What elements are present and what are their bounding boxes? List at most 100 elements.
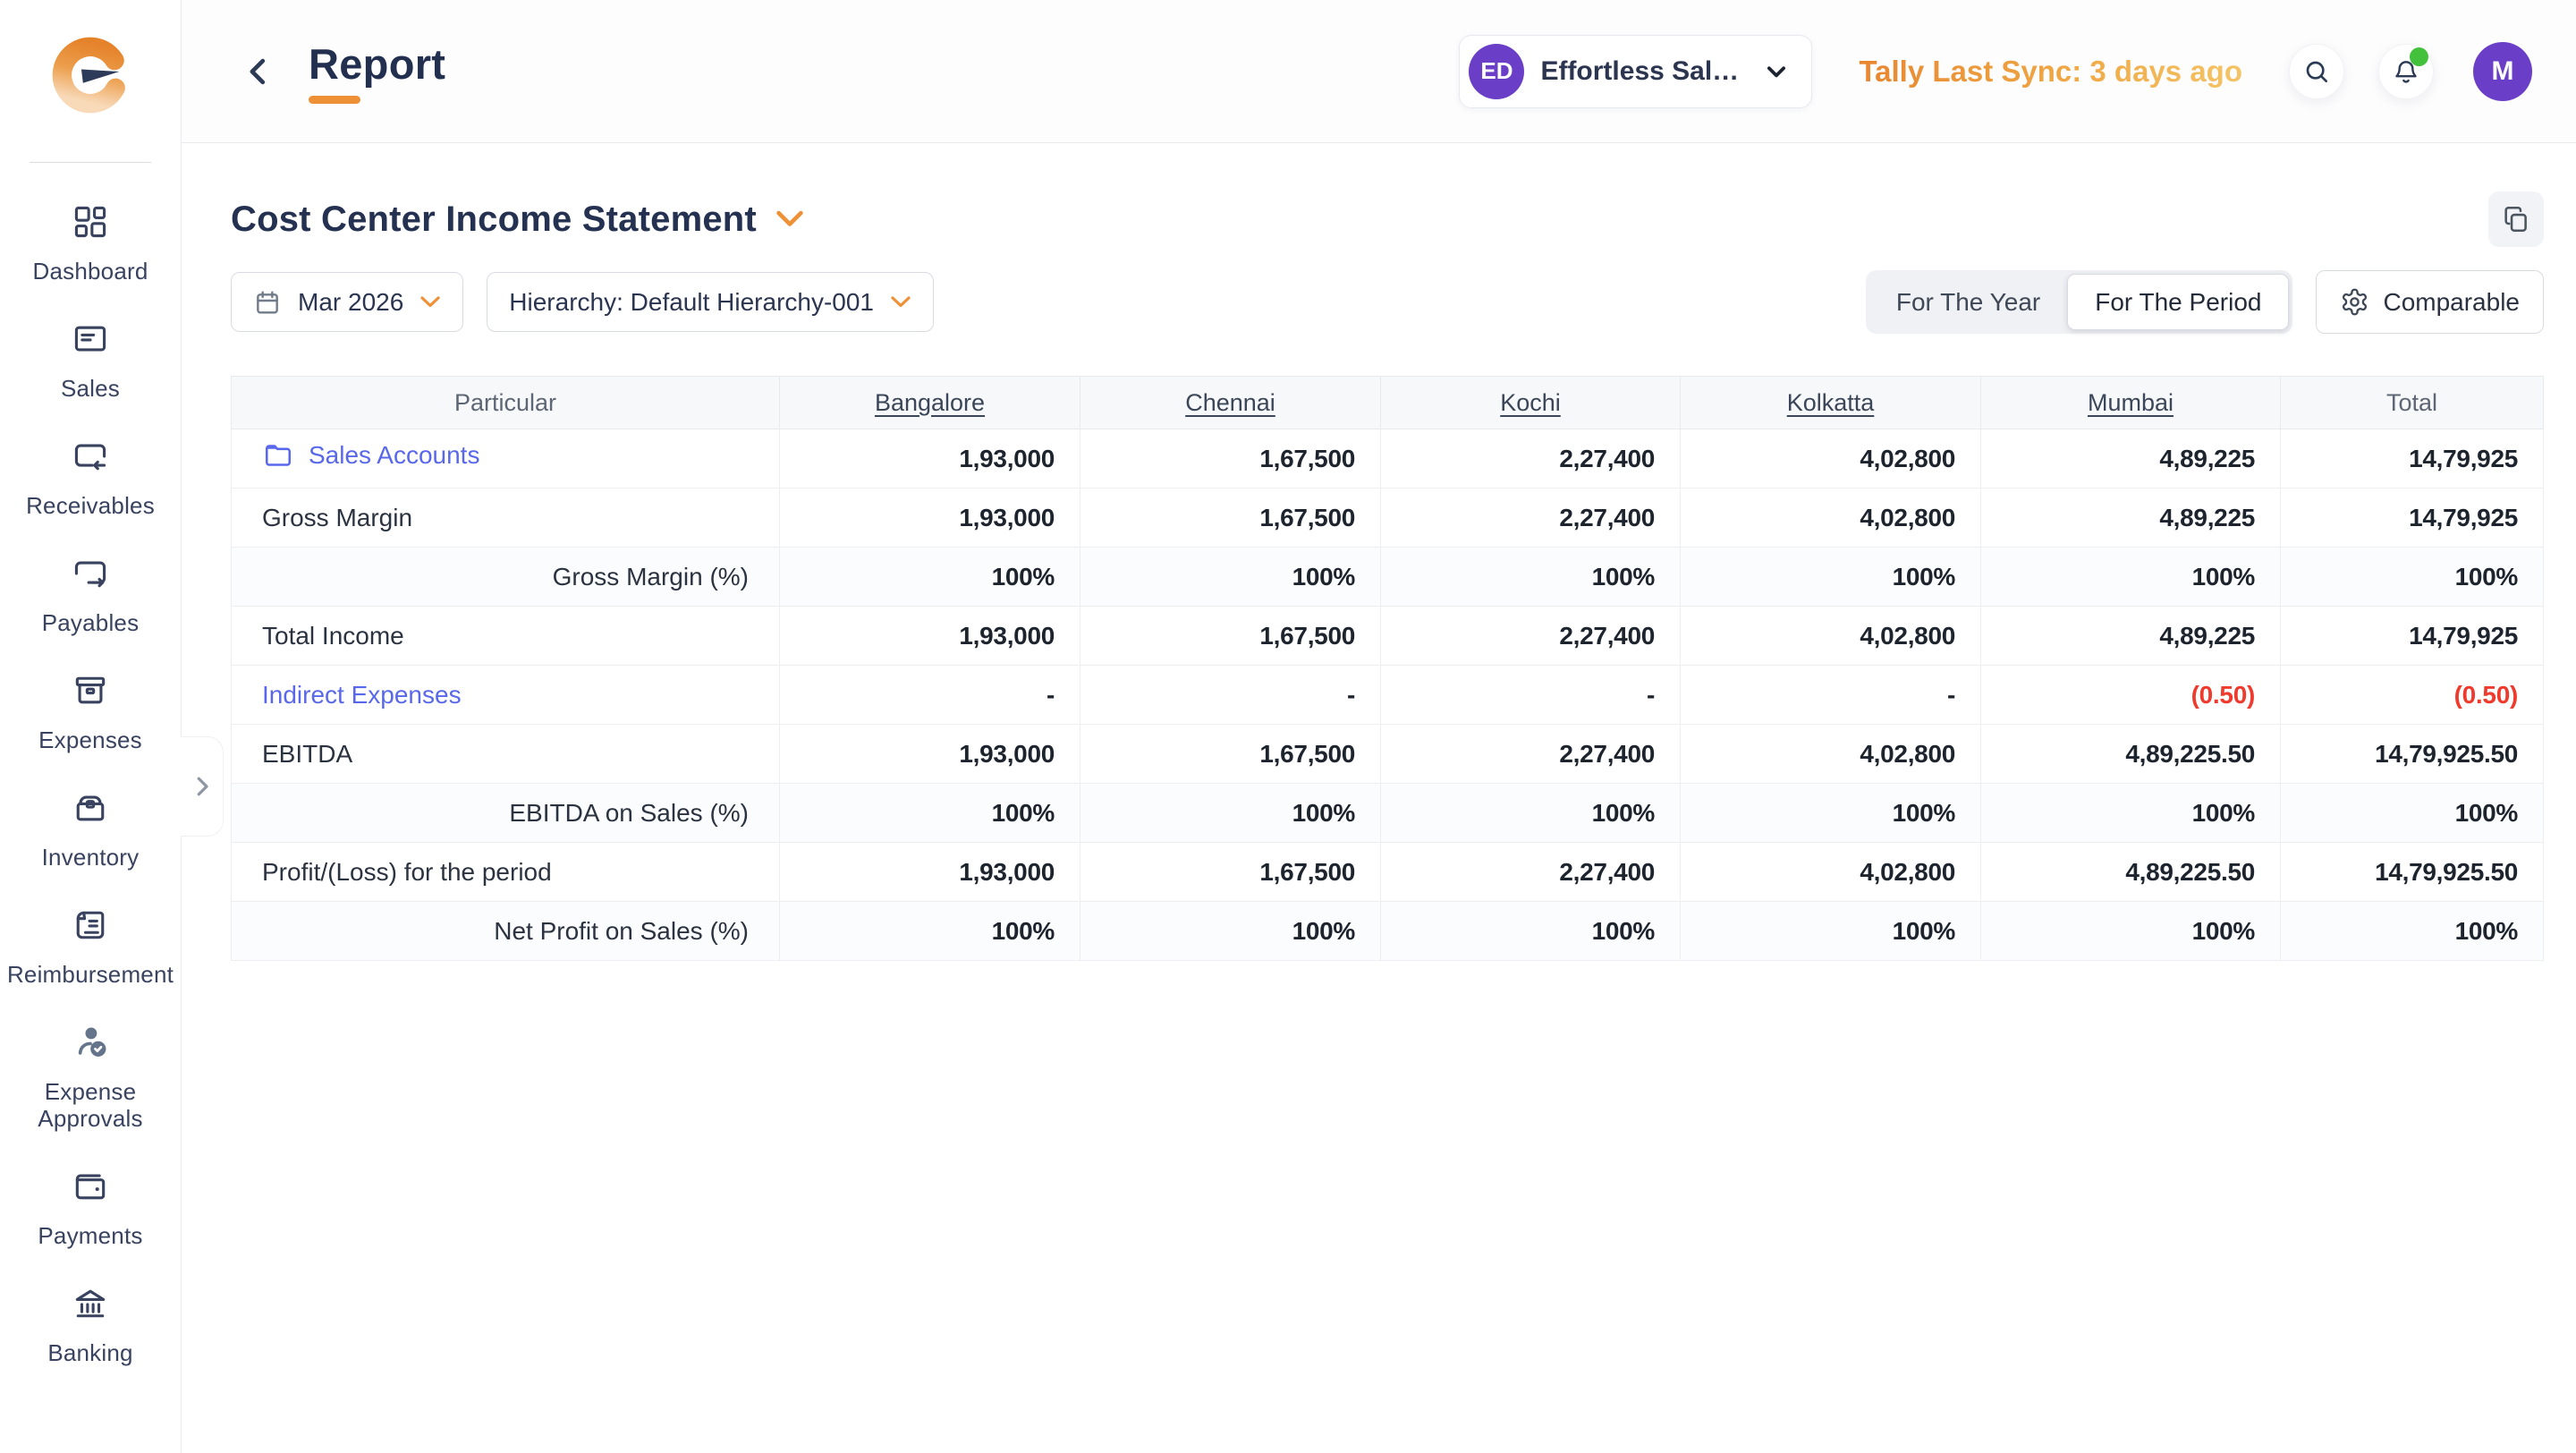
tally-sync-status: Tally Last Sync: 3 days ago bbox=[1859, 55, 2242, 89]
sidebar-item-payables[interactable]: Payables bbox=[0, 554, 181, 636]
cell-value: 100% bbox=[1381, 548, 1681, 607]
row-label: Total Income bbox=[232, 607, 780, 666]
report-title-row: Cost Center Income Statement bbox=[231, 191, 2544, 247]
report-switcher-chevron[interactable] bbox=[775, 209, 805, 229]
table-body: Sales Accounts1,93,0001,67,5002,27,4004,… bbox=[232, 429, 2544, 961]
column-header-kolkatta[interactable]: Kolkatta bbox=[1681, 377, 1981, 429]
sidebar-item-inventory[interactable]: Inventory bbox=[0, 788, 181, 871]
sidebar-item-label: Banking bbox=[47, 1339, 132, 1366]
cell-value: 1,67,500 bbox=[1080, 489, 1381, 548]
dashboard-icon bbox=[71, 202, 110, 247]
cell-value: 100% bbox=[1381, 784, 1681, 843]
comparable-button[interactable]: Comparable bbox=[2316, 270, 2544, 334]
inventory-icon bbox=[71, 788, 110, 833]
cell-value: 1,93,000 bbox=[780, 843, 1080, 902]
sidebar-item-label: Expenses bbox=[38, 726, 142, 753]
search-button[interactable] bbox=[2289, 44, 2344, 99]
cell-value: 4,89,225 bbox=[1981, 429, 2281, 489]
column-header-bangalore[interactable]: Bangalore bbox=[780, 377, 1080, 429]
cell-value: 100% bbox=[780, 548, 1080, 607]
company-name: Effortless Sal… bbox=[1540, 56, 1747, 87]
cell-value: (0.50) bbox=[2281, 666, 2544, 725]
filter-bar: Mar 2026 Hierarchy: Default Hierarchy-00… bbox=[231, 270, 2544, 334]
cell-value: 100% bbox=[1681, 902, 1981, 961]
chevron-down-icon bbox=[1763, 58, 1790, 85]
cell-value: 4,02,800 bbox=[1681, 843, 1981, 902]
app-logo[interactable] bbox=[45, 30, 136, 121]
sidebar-item-dashboard[interactable]: Dashboard bbox=[0, 202, 181, 285]
sidebar-item-expenses[interactable]: Expenses bbox=[0, 671, 181, 753]
column-header-kochi[interactable]: Kochi bbox=[1381, 377, 1681, 429]
column-header-chennai[interactable]: Chennai bbox=[1080, 377, 1381, 429]
row-label: Profit/(Loss) for the period bbox=[232, 843, 780, 902]
chevron-right-icon bbox=[189, 773, 216, 800]
table-row: Profit/(Loss) for the period1,93,0001,67… bbox=[232, 843, 2544, 902]
cell-value: 1,93,000 bbox=[780, 607, 1080, 666]
cell-value: 1,67,500 bbox=[1080, 725, 1381, 784]
sidebar-item-label: Dashboard bbox=[33, 258, 148, 285]
cell-value: 1,93,000 bbox=[780, 725, 1080, 784]
sidebar-item-reimbursement[interactable]: Reimbursement bbox=[0, 905, 181, 988]
period-filter[interactable]: Mar 2026 bbox=[231, 272, 463, 332]
cell-value: 4,89,225.50 bbox=[1981, 725, 2281, 784]
cell-value: 14,79,925 bbox=[2281, 607, 2544, 666]
toggle-option-for-the-year[interactable]: For The Year bbox=[1869, 274, 2067, 330]
table-row: Net Profit on Sales (%)100%100%100%100%1… bbox=[232, 902, 2544, 961]
row-label: Indirect Expenses bbox=[232, 666, 780, 725]
user-avatar[interactable]: M bbox=[2473, 42, 2532, 101]
hierarchy-filter[interactable]: Hierarchy: Default Hierarchy-001 bbox=[487, 272, 934, 332]
sidebar-item-banking[interactable]: Banking bbox=[0, 1284, 181, 1366]
report-content: Cost Center Income Statement Mar 2026 bbox=[182, 143, 2576, 961]
cell-value: - bbox=[1080, 666, 1381, 725]
sidebar-item-label: Sales bbox=[61, 375, 120, 402]
cell-value: 100% bbox=[2281, 902, 2544, 961]
sidebar-item-label: Inventory bbox=[42, 844, 140, 871]
row-link-indirect-expenses[interactable]: Indirect Expenses bbox=[262, 681, 462, 710]
sidebar-item-payments[interactable]: Payments bbox=[0, 1167, 181, 1249]
column-header-mumbai[interactable]: Mumbai bbox=[1981, 377, 2281, 429]
notifications-button[interactable] bbox=[2378, 44, 2434, 99]
report-title-block: Report bbox=[309, 39, 445, 104]
table-row: Indirect Expenses----(0.50)(0.50) bbox=[232, 666, 2544, 725]
row-label: EBITDA bbox=[232, 725, 780, 784]
cell-value: 100% bbox=[2281, 784, 2544, 843]
table-row: EBITDA1,93,0001,67,5002,27,4004,02,8004,… bbox=[232, 725, 2544, 784]
cell-value: 100% bbox=[1080, 902, 1381, 961]
payables-icon bbox=[71, 554, 110, 599]
sidebar-item-label: Payables bbox=[42, 609, 140, 636]
cell-value: 14,79,925 bbox=[2281, 489, 2544, 548]
copy-report-button[interactable] bbox=[2488, 191, 2544, 247]
sidebar-item-expense-approvals[interactable]: Expense Approvals bbox=[0, 1023, 181, 1132]
sidebar-item-sales[interactable]: Sales bbox=[0, 319, 181, 402]
sidebar-item-receivables[interactable]: Receivables bbox=[0, 437, 181, 519]
toggle-option-for-the-period[interactable]: For The Period bbox=[2067, 274, 2289, 330]
back-button[interactable] bbox=[239, 52, 278, 91]
table-row: Gross Margin1,93,0001,67,5002,27,4004,02… bbox=[232, 489, 2544, 548]
row-label: Net Profit on Sales (%) bbox=[232, 902, 780, 961]
cell-value: - bbox=[1381, 666, 1681, 725]
row-label: Gross Margin bbox=[232, 489, 780, 548]
topbar: Report ED Effortless Sal… Tally Last Syn… bbox=[182, 0, 2576, 143]
copy-icon bbox=[2501, 204, 2531, 234]
cell-value: 2,27,400 bbox=[1381, 607, 1681, 666]
company-selector[interactable]: ED Effortless Sal… bbox=[1459, 35, 1812, 108]
row-link-sales-accounts[interactable]: Sales Accounts bbox=[262, 439, 479, 472]
sidebar: Dashboard Sales Receivables Payables Expense… bbox=[0, 0, 182, 1453]
report-name: Cost Center Income Statement bbox=[231, 200, 757, 240]
sales-icon bbox=[71, 319, 110, 364]
expenses-icon bbox=[71, 671, 110, 716]
chevron-left-icon bbox=[242, 55, 275, 89]
cell-value: 4,89,225 bbox=[1981, 607, 2281, 666]
cell-value: 2,27,400 bbox=[1381, 843, 1681, 902]
sidebar-divider bbox=[30, 162, 151, 163]
banking-icon bbox=[71, 1284, 110, 1329]
sidebar-expand-handle[interactable] bbox=[181, 736, 224, 837]
table-row: EBITDA on Sales (%)100%100%100%100%100%1… bbox=[232, 784, 2544, 843]
sidebar-nav: Dashboard Sales Receivables Payables Expense… bbox=[0, 202, 181, 1366]
cell-value: 1,93,000 bbox=[780, 429, 1080, 489]
cell-value: 4,89,225.50 bbox=[1981, 843, 2281, 902]
receivables-icon bbox=[71, 437, 110, 481]
cell-value: 100% bbox=[1981, 548, 2281, 607]
payments-icon bbox=[71, 1167, 110, 1211]
cell-value: - bbox=[1681, 666, 1981, 725]
